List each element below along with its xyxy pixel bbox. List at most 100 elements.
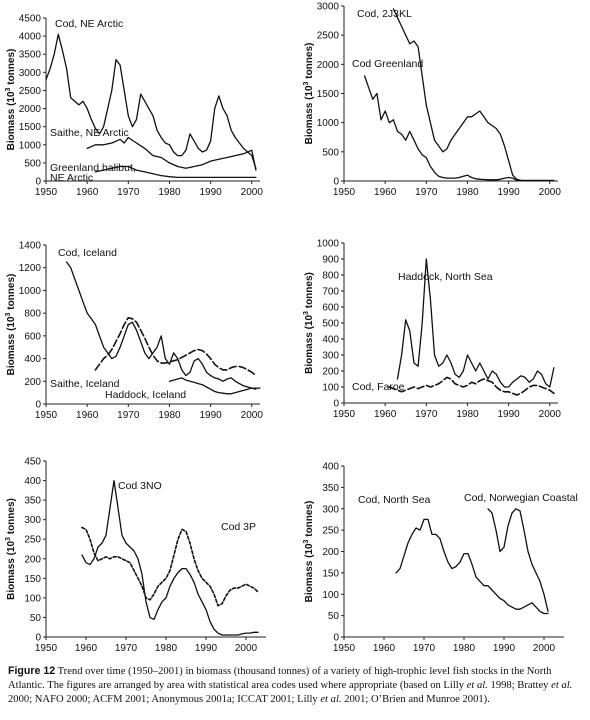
series-line-1 bbox=[396, 258, 555, 388]
y-tick-label: 150 bbox=[24, 574, 41, 585]
series-label: Cod 3P bbox=[221, 521, 256, 533]
x-tick-label: 2000 bbox=[241, 410, 264, 421]
series-label: Cod, Faroe bbox=[352, 381, 405, 393]
y-tick-label: 1000 bbox=[19, 286, 42, 297]
series-label: Cod, NE Arctic bbox=[55, 18, 123, 30]
y-tick-label: 50 bbox=[30, 613, 42, 624]
series-label: Cod, North Sea bbox=[358, 494, 431, 506]
y-tick-label: 100 bbox=[24, 593, 41, 604]
y-tick-label: 1500 bbox=[317, 89, 340, 100]
x-tick-label: 2000 bbox=[533, 643, 556, 654]
y-axis-title: Biomass (103 tonnes) bbox=[303, 43, 315, 145]
caption-text-3: 2000; NAFO 2000; ACFM 2001; Anonymous 20… bbox=[8, 694, 321, 705]
chart-panel-2: 0 500 1000 1500 2000 2500 3000 1950 1960 1970 1980… bbox=[303, 2, 561, 199]
x-tick-label: 1980 bbox=[456, 409, 479, 420]
y-tick-label: 3000 bbox=[19, 68, 42, 79]
x-tick-label: 1950 bbox=[35, 643, 58, 654]
series-label: Haddock, Iceland bbox=[105, 389, 186, 401]
chart-panel-3: 0 200 400 600 800 1000 1200 1400 1950 1960 1970 198… bbox=[5, 241, 263, 422]
series-label: Saithe, NE Arctic bbox=[50, 127, 129, 139]
y-axis-title: Biomass (103 tonnes) bbox=[303, 272, 315, 374]
y-tick-label: 250 bbox=[322, 526, 339, 537]
y-tick-label: 400 bbox=[322, 462, 339, 473]
series-line-2 bbox=[81, 526, 259, 607]
y-tick-label: 450 bbox=[24, 457, 41, 468]
y-tick-label: 300 bbox=[322, 504, 339, 515]
series-line-3 bbox=[168, 377, 261, 395]
x-tick-label: 1950 bbox=[333, 187, 356, 198]
y-tick-label: 3000 bbox=[317, 2, 340, 13]
y-tick-label: 1500 bbox=[19, 122, 42, 133]
x-tick-label: 1960 bbox=[374, 409, 397, 420]
series-label: Cod, Norwegian Coastal bbox=[464, 492, 578, 504]
x-tick-label: 1960 bbox=[76, 410, 99, 421]
series-line-2 bbox=[388, 376, 555, 396]
series-label: Cod, Iceland bbox=[58, 247, 117, 259]
x-tick-label: 1950 bbox=[333, 409, 356, 420]
x-tick-label: 1980 bbox=[453, 643, 476, 654]
series-line-2 bbox=[94, 316, 257, 377]
x-tick-label: 1990 bbox=[199, 410, 222, 421]
caption-text-2: 1998; Brattey bbox=[487, 680, 552, 691]
y-tick-label: 0 bbox=[333, 633, 339, 644]
series-line-2 bbox=[487, 508, 549, 613]
y-tick-label: 0 bbox=[35, 633, 41, 644]
y-tick-label: 900 bbox=[322, 255, 339, 266]
figure-panels: 0500100015002000250030003500400045001950… bbox=[5, 2, 578, 655]
series-line-1 bbox=[81, 479, 259, 636]
x-tick-label: 1980 bbox=[456, 187, 479, 198]
series-line-1 bbox=[45, 33, 257, 169]
series-label: NE Arctic bbox=[50, 172, 93, 184]
x-tick-label: 1990 bbox=[195, 643, 218, 654]
series-line-2 bbox=[86, 136, 257, 171]
y-tick-label: 200 bbox=[322, 547, 339, 558]
x-tick-label: 1970 bbox=[117, 410, 140, 421]
x-tick-label: 1980 bbox=[158, 187, 181, 198]
x-tick-label: 2000 bbox=[539, 187, 562, 198]
x-tick-label: 1990 bbox=[493, 643, 516, 654]
caption-text-1: Trend over time (1950–2001) in biomass (… bbox=[8, 666, 552, 691]
y-tick-label: 800 bbox=[24, 309, 41, 320]
y-axis-title: Biomass (103 tonnes) bbox=[5, 49, 17, 151]
x-tick-label: 1990 bbox=[199, 187, 222, 198]
y-tick-label: 400 bbox=[24, 476, 41, 487]
y-tick-label: 2000 bbox=[317, 60, 340, 71]
series-label: Saithe, Iceland bbox=[50, 378, 120, 390]
x-tick-label: 1950 bbox=[35, 187, 58, 198]
y-tick-label: 2000 bbox=[19, 104, 42, 115]
y-tick-label: 700 bbox=[322, 287, 339, 298]
caption-etal-1: et al. bbox=[466, 680, 488, 691]
series-label: Greenland halibut, bbox=[50, 162, 136, 174]
y-tick-label: 500 bbox=[24, 158, 41, 169]
y-tick-label: 1400 bbox=[19, 241, 42, 252]
series-label: Cod Greenland bbox=[352, 58, 423, 70]
y-tick-label: 1200 bbox=[19, 263, 42, 274]
y-tick-label: 150 bbox=[322, 568, 339, 579]
series-line-1 bbox=[65, 261, 257, 390]
series-label: Cod 3NO bbox=[118, 480, 162, 492]
x-tick-label: 2000 bbox=[241, 187, 264, 198]
x-tick-label: 1970 bbox=[117, 187, 140, 198]
y-tick-label: 350 bbox=[24, 496, 41, 507]
chart-panel-6: 0 50 100 150 200 250 300 350 400 1950 1960 1970 1980… bbox=[303, 462, 578, 655]
x-tick-label: 1950 bbox=[333, 643, 356, 654]
series-label: Haddock, North Sea bbox=[398, 271, 493, 283]
chart-panel-4: 0 100 200 300 400 500 600 700 800 900 1000 1950 1960… bbox=[303, 239, 561, 421]
x-tick-label: 1960 bbox=[75, 643, 98, 654]
y-tick-label: 2500 bbox=[317, 31, 340, 42]
y-axis-title: Biomass (103 tonnes) bbox=[5, 498, 17, 600]
y-tick-label: 3500 bbox=[19, 50, 42, 61]
y-tick-label: 350 bbox=[322, 483, 339, 494]
y-tick-label: 600 bbox=[24, 331, 41, 342]
y-tick-label: 500 bbox=[322, 319, 339, 330]
x-tick-label: 1950 bbox=[35, 410, 58, 421]
y-tick-label: 800 bbox=[322, 271, 339, 282]
y-tick-label: 100 bbox=[322, 383, 339, 394]
y-tick-label: 300 bbox=[24, 515, 41, 526]
x-tick-label: 1960 bbox=[373, 643, 396, 654]
x-tick-label: 1960 bbox=[76, 187, 99, 198]
y-tick-label: 1000 bbox=[317, 239, 340, 250]
x-tick-label: 1990 bbox=[497, 187, 520, 198]
caption-label: Figure 12 bbox=[8, 665, 56, 677]
series-line-1 bbox=[392, 8, 555, 182]
